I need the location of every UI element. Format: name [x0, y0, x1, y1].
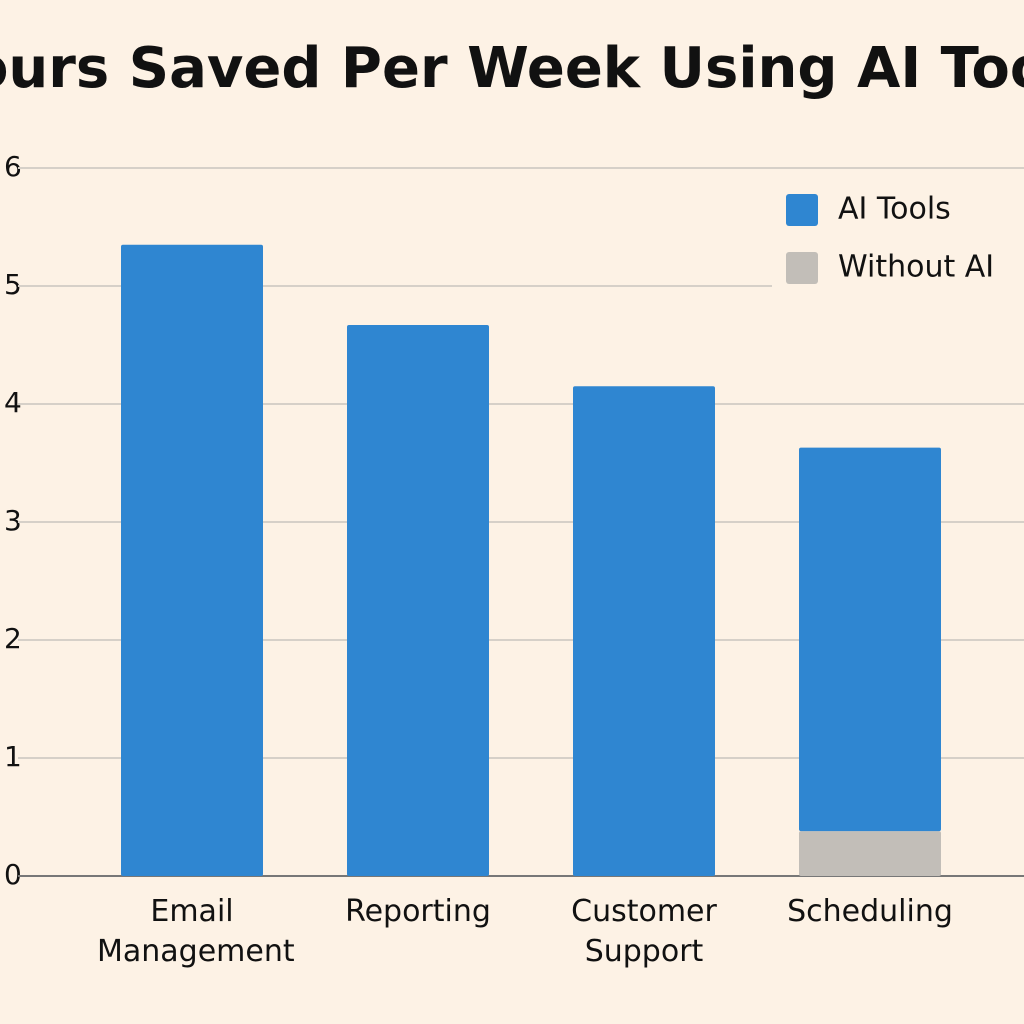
y-tick-label: 2 — [4, 622, 22, 655]
bar-segment — [573, 386, 715, 876]
y-tick-label: 1 — [4, 740, 22, 773]
bar-segment — [799, 831, 941, 876]
chart-title: Hours Saved Per Week Using AI Tools — [0, 36, 1024, 101]
legend-swatch — [786, 252, 818, 284]
bar-segment — [121, 244, 263, 876]
bar-segment — [347, 324, 489, 876]
x-tick-label: Scheduling — [787, 894, 953, 929]
legend-label: AI Tools — [838, 192, 951, 227]
legend-label: Without AI — [838, 250, 994, 285]
x-tick-label: Email Management — [97, 894, 295, 969]
y-tick-label: 3 — [4, 504, 22, 537]
y-tick-label: 6 — [4, 150, 22, 183]
x-tick-label: Customer Support — [571, 894, 717, 969]
y-tick-label: 4 — [4, 386, 22, 419]
legend-swatch — [786, 194, 818, 226]
bar-segment — [799, 447, 941, 832]
y-tick-label: 5 — [4, 268, 22, 301]
x-tick-label: Reporting — [345, 894, 491, 929]
y-tick-label: 0 — [4, 858, 22, 891]
